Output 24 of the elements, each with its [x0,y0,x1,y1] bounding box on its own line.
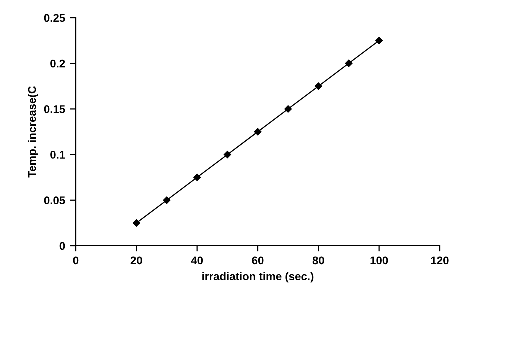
point [194,174,201,182]
point [284,106,292,113]
y-axis-title: Temp. increase(C [28,86,38,178]
point [345,60,353,68]
x-tick-label: 60 [252,256,264,265]
x-tick-label: 100 [370,256,388,265]
point [315,82,322,90]
point [133,220,140,227]
point [224,151,232,158]
point [163,196,171,204]
y-tick-label: 0.05 [44,196,66,205]
x-tick-label: 40 [191,256,204,265]
x-axis-title: irradiation time (sec.) [202,272,314,283]
y-tick-label: 0.15 [44,105,66,114]
point [254,128,262,136]
point [376,37,383,44]
y-tick-label: 0.2 [50,60,66,68]
y-tick-label: 0.25 [44,14,66,22]
x-tick-label: 80 [312,256,324,265]
x-tick-label: 20 [130,256,142,265]
y-tick-label: 0.1 [50,151,66,159]
y-tick-label: 0 [60,242,66,250]
x-tick-label: 120 [431,256,449,265]
x-tick-label: 0 [73,256,79,265]
